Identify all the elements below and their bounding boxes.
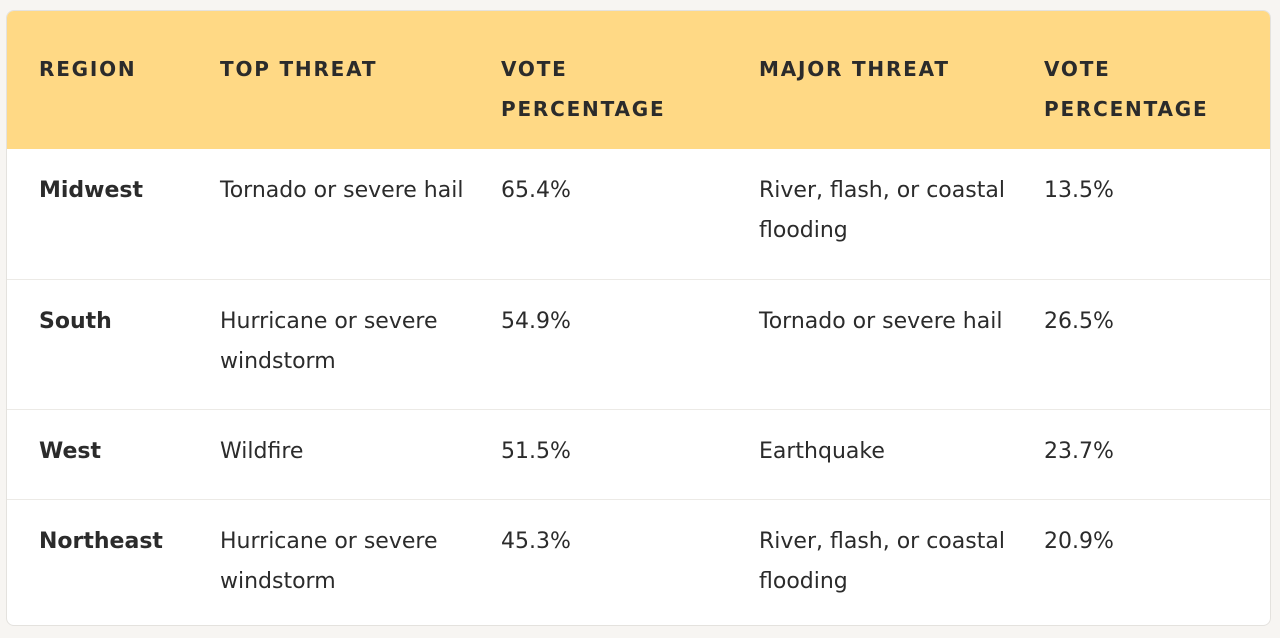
threats-table: REGION TOP THREAT VOTE PERCENTAGE MAJOR … <box>6 10 1271 626</box>
header-region: REGION <box>39 57 137 81</box>
top-vote-cell: 45.3% <box>501 529 571 554</box>
major-threat-cell: Tornado or severe hail <box>759 309 1003 334</box>
header-vote-percentage-1: VOTE PERCENTAGE <box>501 57 666 121</box>
header-major-threat: MAJOR THREAT <box>759 57 950 81</box>
top-vote-cell: 51.5% <box>501 439 571 464</box>
header-top-threat: TOP THREAT <box>220 57 378 81</box>
major-vote-cell: 20.9% <box>1044 529 1114 554</box>
table-header: REGION TOP THREAT VOTE PERCENTAGE MAJOR … <box>7 11 1270 149</box>
top-vote-cell: 54.9% <box>501 309 571 334</box>
top-threat-cell: Tornado or severe hail <box>220 178 464 203</box>
top-vote-cell: 65.4% <box>501 178 571 203</box>
major-vote-cell: 23.7% <box>1044 439 1114 464</box>
major-threat-cell: Earthquake <box>759 439 885 464</box>
region-cell: South <box>39 309 112 334</box>
top-threat-cell: Hurricane or severe windstorm <box>220 529 438 594</box>
major-threat-cell: River, flash, or coastal flooding <box>759 529 1005 594</box>
major-threat-cell: River, flash, or coastal flooding <box>759 178 1005 243</box>
region-cell: Midwest <box>39 178 144 203</box>
major-vote-cell: 26.5% <box>1044 309 1114 334</box>
table-row: Midwest Tornado or severe hail 65.4% Riv… <box>7 149 1270 279</box>
header-vote-percentage-2: VOTE PERCENTAGE <box>1044 57 1209 121</box>
table-row: South Hurricane or severe windstorm 54.9… <box>7 279 1270 409</box>
top-threat-cell: Hurricane or severe windstorm <box>220 309 438 374</box>
table-row: Northeast Hurricane or severe windstorm … <box>7 499 1270 625</box>
top-threat-cell: Wildfire <box>220 439 304 464</box>
region-cell: West <box>39 439 102 464</box>
major-vote-cell: 13.5% <box>1044 178 1114 203</box>
table-row: West Wildfire 51.5% Earthquake 23.7% <box>7 409 1270 499</box>
region-cell: Northeast <box>39 529 163 554</box>
